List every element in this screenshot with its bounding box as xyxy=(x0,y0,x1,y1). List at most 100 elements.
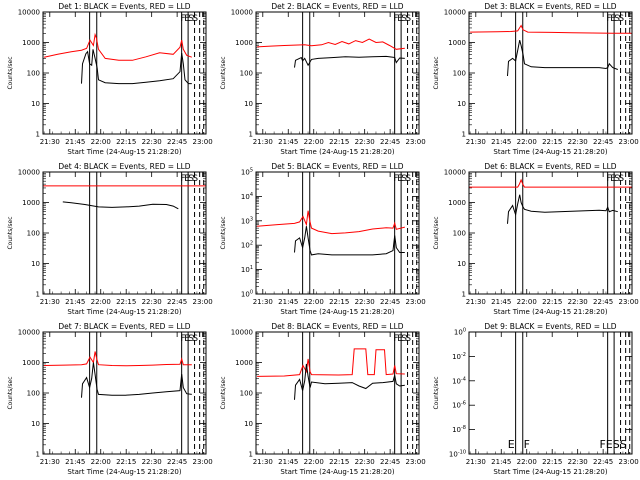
y-tick-label: 1000 xyxy=(448,199,466,207)
y-tick-label: 100 xyxy=(453,230,466,238)
flag-letter: S xyxy=(618,174,624,184)
panel-det-4: Det 4: BLACK = Events, RED = LLD Start Ti… xyxy=(7,162,213,316)
y-tick-label: 10-8 xyxy=(452,425,466,434)
flag-letter: E xyxy=(184,334,190,344)
flag-letter: S xyxy=(614,14,620,24)
y-tick-label: 10 xyxy=(31,260,40,268)
panel-title: Det 4: BLACK = Events, RED = LLD xyxy=(58,162,190,171)
flag-letter: E xyxy=(610,14,616,24)
flag-letter: F xyxy=(393,174,398,184)
x-tick-label: 22:45 xyxy=(167,298,187,306)
y-tick-label: 10-6 xyxy=(452,401,466,410)
x-tick-label: 21:45 xyxy=(65,458,85,466)
y-tick-label: 100 xyxy=(240,70,253,78)
flag-letter: E xyxy=(508,438,515,451)
x-tick-label: 22:00 xyxy=(304,298,324,306)
x-tick-label: 22:30 xyxy=(355,138,375,146)
y-tick-label: 10-2 xyxy=(452,352,466,361)
x-tick-label: 21:45 xyxy=(491,298,511,306)
x-tick-label: 21:30 xyxy=(466,138,486,146)
y-axis-label: Counts/sec xyxy=(220,376,227,409)
x-tick-label: 23:00 xyxy=(193,298,213,306)
flag-letter: F xyxy=(606,14,611,24)
flag-letter: F xyxy=(606,174,611,184)
x-tick-label: 22:45 xyxy=(593,138,613,146)
x-tick-label: 22:15 xyxy=(542,458,562,466)
series-line-red xyxy=(470,24,632,34)
plot-frame xyxy=(468,171,633,295)
x-tick-label: 22:15 xyxy=(329,298,349,306)
y-axis-label: Counts/sec xyxy=(7,56,14,89)
flag-letter: S xyxy=(188,14,194,24)
x-axis-label: Start Time (24-Aug-15 21:28:20) xyxy=(493,308,607,316)
x-tick-label: 22:15 xyxy=(116,458,136,466)
panel-title: Det 5: BLACK = Events, RED = LLD xyxy=(271,162,403,171)
flag-letter: S xyxy=(192,334,198,344)
x-axis-label: Start Time (24-Aug-15 21:28:20) xyxy=(67,468,181,476)
panel-det-2: Det 2: BLACK = Events, RED = LLD Start Ti… xyxy=(220,2,426,156)
series-line-red xyxy=(257,348,405,377)
y-tick-label: 101 xyxy=(241,265,253,274)
x-tick-label: 22:45 xyxy=(593,458,613,466)
flag-letter: E xyxy=(184,174,190,184)
y-tick-label: 10 xyxy=(244,100,253,108)
flag-letter: S xyxy=(401,174,407,184)
series-line-black xyxy=(294,363,405,400)
panel-det-9: Det 9: BLACK = Events, RED = LLD Start Ti… xyxy=(433,322,639,476)
y-axis-label: Counts/sec xyxy=(7,216,14,249)
y-tick-label: 10 xyxy=(457,100,466,108)
plot-frame xyxy=(42,171,207,295)
y-tick-label: 10000 xyxy=(18,9,40,17)
plot-frame xyxy=(255,171,420,295)
y-tick-label: 100 xyxy=(453,70,466,78)
y-tick-label: 102 xyxy=(241,241,253,250)
y-tick-label: 10 xyxy=(31,420,40,428)
x-axis-label: Start Time (24-Aug-15 21:28:20) xyxy=(67,308,181,316)
x-tick-label: 22:15 xyxy=(329,458,349,466)
x-axis-label: Start Time (24-Aug-15 21:28:20) xyxy=(67,148,181,156)
x-tick-label: 22:45 xyxy=(380,298,400,306)
series-line-black xyxy=(81,49,192,85)
x-tick-label: 23:00 xyxy=(406,458,426,466)
flag-letter: FESS xyxy=(599,438,626,451)
x-tick-label: 22:15 xyxy=(542,138,562,146)
x-tick-label: 21:45 xyxy=(491,138,511,146)
flag-letter: S xyxy=(188,174,194,184)
flag-letter: S xyxy=(614,174,620,184)
x-tick-label: 22:45 xyxy=(593,298,613,306)
y-tick-label: 1 xyxy=(36,131,40,139)
y-axis-label: Counts/sec xyxy=(220,56,227,89)
panel-title: Det 7: BLACK = Events, RED = LLD xyxy=(58,322,190,331)
flag-letter: F xyxy=(180,334,185,344)
y-axis-label: Counts/sec xyxy=(7,376,14,409)
panel-det-1: Det 1: BLACK = Events, RED = LLD Start Ti… xyxy=(7,2,213,156)
x-tick-label: 22:00 xyxy=(304,458,324,466)
flag-letter: S xyxy=(192,174,198,184)
x-tick-label: 22:15 xyxy=(116,298,136,306)
y-tick-label: 1000 xyxy=(235,359,253,367)
flag-letter: E xyxy=(184,14,190,24)
series-line-black xyxy=(294,226,405,256)
x-tick-label: 22:45 xyxy=(380,458,400,466)
x-axis-label: Start Time (24-Aug-15 21:28:20) xyxy=(280,308,394,316)
y-axis-label: Counts/sec xyxy=(433,56,440,89)
x-tick-label: 22:45 xyxy=(167,458,187,466)
panel-det-8: Det 8: BLACK = Events, RED = LLD Start Ti… xyxy=(220,322,426,476)
flag-letter: S xyxy=(405,334,411,344)
x-tick-label: 22:30 xyxy=(568,138,588,146)
x-tick-label: 23:00 xyxy=(619,458,639,466)
x-tick-label: 23:00 xyxy=(193,458,213,466)
panel-title: Det 9: BLACK = Events, RED = LLD xyxy=(484,322,616,331)
x-tick-label: 21:45 xyxy=(65,138,85,146)
x-tick-label: 21:30 xyxy=(466,298,486,306)
x-axis-label: Start Time (24-Aug-15 21:28:20) xyxy=(493,148,607,156)
x-tick-label: 21:30 xyxy=(253,298,273,306)
x-tick-label: 21:30 xyxy=(40,458,60,466)
y-tick-label: 100 xyxy=(240,390,253,398)
y-tick-label: 1 xyxy=(36,291,40,299)
flag-letter: S xyxy=(618,14,624,24)
y-tick-label: 10 xyxy=(457,260,466,268)
x-tick-label: 22:45 xyxy=(167,138,187,146)
x-tick-label: 22:00 xyxy=(91,458,111,466)
flag-letter: S xyxy=(401,334,407,344)
